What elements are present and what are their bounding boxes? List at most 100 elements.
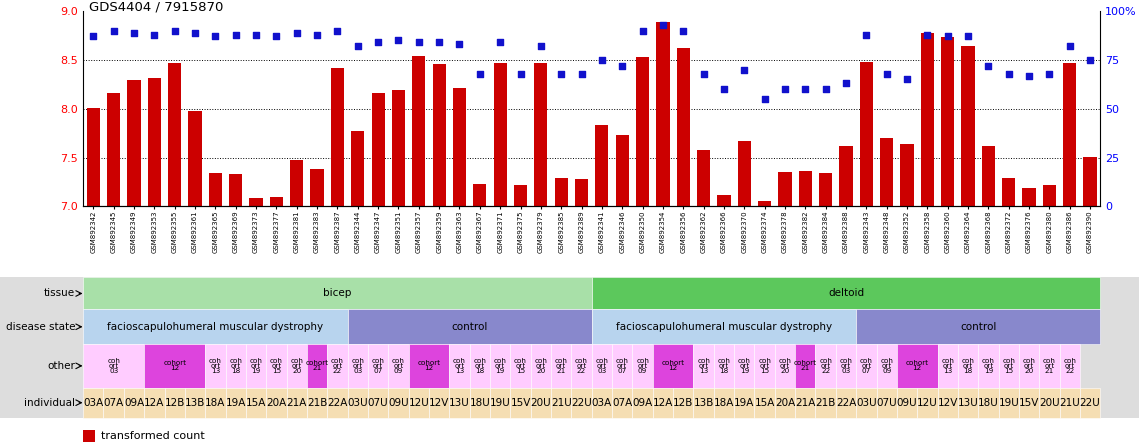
Point: [206, 33, 224, 40]
Text: 09A: 09A: [124, 398, 145, 408]
Bar: [1023, 188, 1035, 206]
Point: [84, 33, 103, 40]
Text: 15A: 15A: [754, 398, 775, 408]
Point: [431, 39, 449, 46]
Text: cohort
12: cohort 12: [163, 360, 187, 372]
Bar: [1083, 157, 1097, 206]
Text: coh
ort
07: coh ort 07: [860, 357, 872, 374]
Text: 18A: 18A: [205, 398, 226, 408]
Text: cohort
12: cohort 12: [417, 360, 441, 372]
Bar: [839, 146, 853, 206]
Bar: [677, 48, 690, 206]
Text: 15V: 15V: [1019, 398, 1039, 408]
Text: cohort
21: cohort 21: [305, 360, 329, 372]
Point: [1000, 70, 1018, 77]
Point: [268, 33, 286, 40]
Point: [410, 39, 428, 46]
Point: [125, 29, 144, 36]
Point: [328, 27, 346, 34]
Point: [165, 27, 183, 34]
Text: bicep: bicep: [323, 289, 352, 298]
Text: coh
ort
19: coh ort 19: [982, 357, 994, 374]
Point: [511, 70, 530, 77]
Text: cohort
12: cohort 12: [662, 360, 685, 372]
Text: individual: individual: [24, 398, 75, 408]
Point: [1019, 72, 1038, 79]
Text: 19U: 19U: [999, 398, 1019, 408]
Point: [715, 86, 734, 93]
Text: coh
ort
13: coh ort 13: [697, 357, 710, 374]
Bar: [961, 46, 975, 206]
Bar: [128, 80, 140, 206]
Text: 12V: 12V: [937, 398, 958, 408]
Bar: [351, 131, 364, 206]
Text: coh
ort
19: coh ort 19: [738, 357, 751, 374]
Bar: [534, 63, 548, 206]
Text: coh
ort
13: coh ort 13: [208, 357, 222, 374]
Point: [288, 29, 306, 36]
Text: coh
ort
15: coh ort 15: [1002, 357, 1015, 374]
Bar: [290, 159, 303, 206]
Bar: [169, 63, 181, 206]
Bar: [819, 173, 833, 206]
Text: 19A: 19A: [226, 398, 246, 408]
Point: [105, 27, 123, 34]
Bar: [87, 108, 100, 206]
Text: 13B: 13B: [694, 398, 714, 408]
Bar: [330, 68, 344, 206]
Point: [532, 43, 550, 50]
Point: [390, 37, 408, 44]
Text: 20U: 20U: [531, 398, 551, 408]
Text: coh
ort
21: coh ort 21: [555, 357, 567, 374]
Text: 18A: 18A: [714, 398, 735, 408]
Text: coh
ort
07: coh ort 07: [371, 357, 385, 374]
Bar: [941, 37, 954, 206]
Point: [227, 31, 245, 38]
Text: 03A: 03A: [83, 398, 104, 408]
Point: [980, 62, 998, 69]
Bar: [718, 195, 730, 206]
Point: [776, 86, 794, 93]
Bar: [148, 78, 161, 206]
Text: coh
ort
13: coh ort 13: [453, 357, 466, 374]
Text: 20U: 20U: [1039, 398, 1059, 408]
Text: 15A: 15A: [246, 398, 267, 408]
Text: 18U: 18U: [978, 398, 999, 408]
Text: coh
ort
13: coh ort 13: [941, 357, 954, 374]
Text: coh
ort
20: coh ort 20: [290, 357, 303, 374]
Bar: [412, 56, 425, 206]
Text: 12U: 12U: [409, 398, 429, 408]
Text: 03U: 03U: [347, 398, 368, 408]
Text: cohort
21: cohort 21: [794, 360, 817, 372]
Bar: [982, 146, 995, 206]
Text: tissue: tissue: [44, 289, 75, 298]
Text: GDS4404 / 7915870: GDS4404 / 7915870: [89, 1, 223, 14]
Text: coh
ort
19: coh ort 19: [493, 357, 507, 374]
Bar: [249, 198, 263, 206]
Point: [592, 56, 611, 63]
Text: 13U: 13U: [958, 398, 978, 408]
Point: [552, 70, 571, 77]
Text: coh
ort
20: coh ort 20: [1023, 357, 1035, 374]
Text: cohort
12: cohort 12: [906, 360, 928, 372]
Point: [959, 33, 977, 40]
Point: [674, 27, 693, 34]
Text: coh
ort
18: coh ort 18: [474, 357, 486, 374]
Text: 20A: 20A: [267, 398, 287, 408]
Text: coh
ort
21: coh ort 21: [1043, 357, 1056, 374]
Text: coh
ort
03: coh ort 03: [107, 357, 120, 374]
Point: [695, 70, 713, 77]
Bar: [860, 62, 872, 206]
Point: [308, 31, 326, 38]
Bar: [759, 201, 771, 206]
Bar: [453, 88, 466, 206]
Text: 21B: 21B: [816, 398, 836, 408]
Point: [755, 95, 773, 103]
Text: 22U: 22U: [1080, 398, 1100, 408]
Text: 21U: 21U: [551, 398, 572, 408]
Text: 19U: 19U: [490, 398, 510, 408]
Text: transformed count: transformed count: [101, 431, 205, 441]
Text: coh
ort
15: coh ort 15: [759, 357, 771, 374]
Text: 12V: 12V: [429, 398, 449, 408]
Text: 13B: 13B: [185, 398, 205, 408]
